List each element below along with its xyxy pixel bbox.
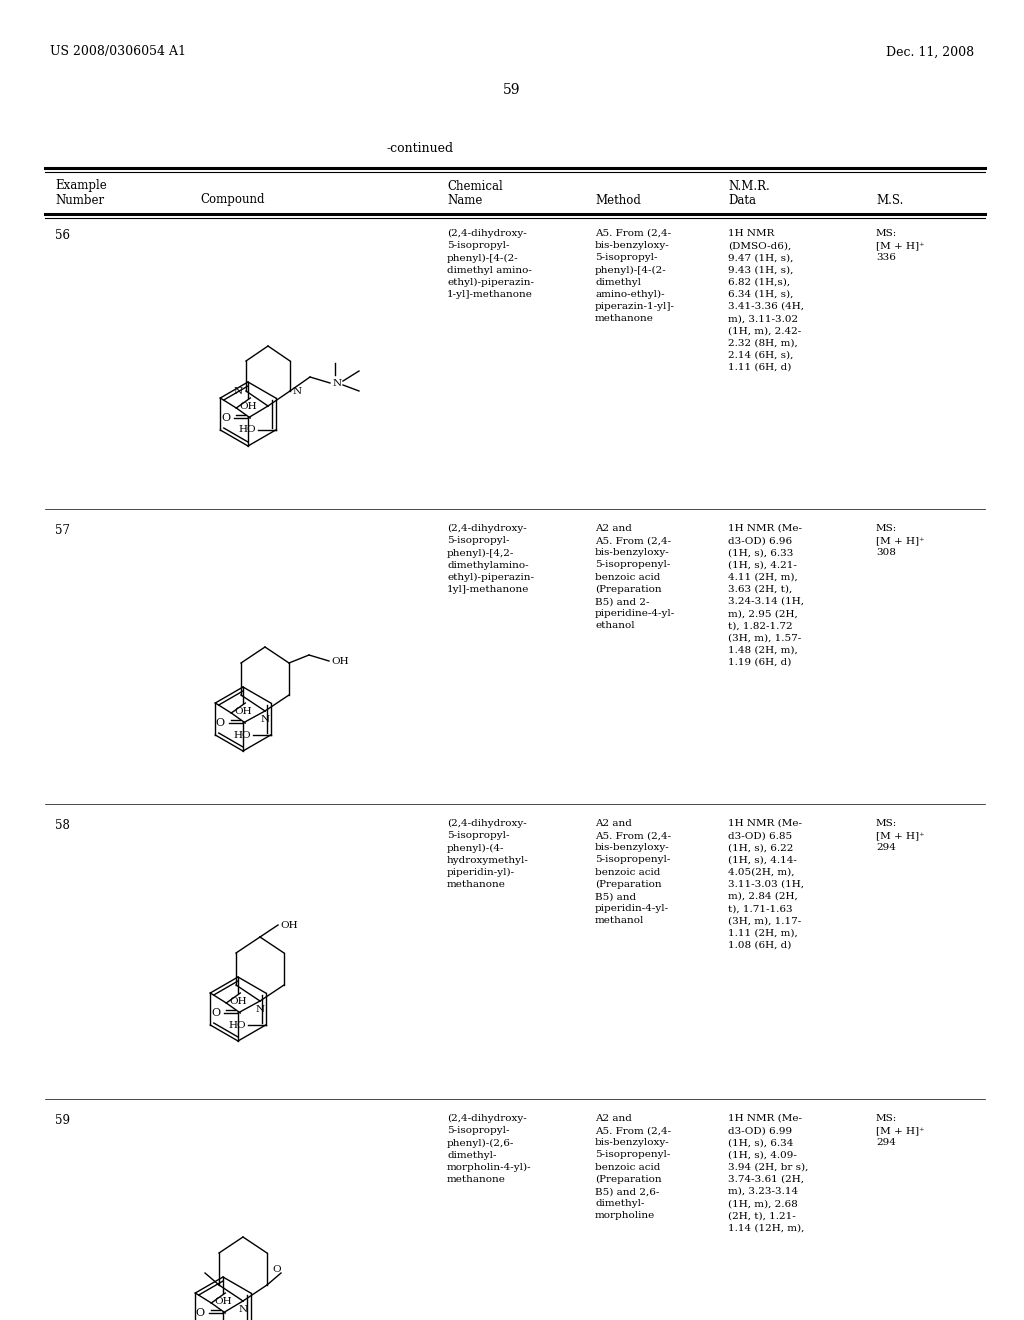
Text: N: N — [293, 387, 302, 396]
Text: A2 and
A5. From (2,4-
bis-benzyloxy-
5-isopropenyl-
benzoic acid
(Preparation
B5: A2 and A5. From (2,4- bis-benzyloxy- 5-i… — [595, 818, 671, 925]
Text: N: N — [333, 379, 342, 388]
Text: O: O — [196, 1308, 205, 1317]
Text: OH: OH — [229, 997, 247, 1006]
Text: A2 and
A5. From (2,4-
bis-benzyloxy-
5-isopropenyl-
benzoic acid
(Preparation
B5: A2 and A5. From (2,4- bis-benzyloxy- 5-i… — [595, 1114, 671, 1221]
Text: N.M.R.: N.M.R. — [728, 180, 770, 193]
Text: 57: 57 — [55, 524, 70, 537]
Text: A2 and
A5. From (2,4-
bis-benzyloxy-
5-isopropenyl-
benzoic acid
(Preparation
B5: A2 and A5. From (2,4- bis-benzyloxy- 5-i… — [595, 524, 675, 631]
Text: Chemical: Chemical — [447, 180, 503, 193]
Text: 59: 59 — [503, 83, 521, 96]
Text: N: N — [255, 1005, 264, 1014]
Text: OH: OH — [214, 1298, 231, 1305]
Text: Example: Example — [55, 180, 106, 193]
Text: HO: HO — [228, 1020, 246, 1030]
Text: (2,4-dihydroxy-
5-isopropyl-
phenyl)-[4,2-
dimethylamino-
ethyl)-piperazin-
1yl]: (2,4-dihydroxy- 5-isopropyl- phenyl)-[4,… — [447, 524, 534, 594]
Text: 1H NMR (Me-
d3-OD) 6.99
(1H, s), 6.34
(1H, s), 4.09-
3.94 (2H, br s),
3.74-3.61 : 1H NMR (Me- d3-OD) 6.99 (1H, s), 6.34 (1… — [728, 1114, 808, 1233]
Text: 59: 59 — [55, 1114, 70, 1127]
Text: (2,4-dihydroxy-
5-isopropyl-
phenyl)-(2,6-
dimethyl-
morpholin-4-yl)-
methanone: (2,4-dihydroxy- 5-isopropyl- phenyl)-(2,… — [447, 1114, 531, 1184]
Text: US 2008/0306054 A1: US 2008/0306054 A1 — [50, 45, 186, 58]
Text: HO: HO — [239, 425, 256, 434]
Text: Name: Name — [447, 194, 482, 206]
Text: OH: OH — [234, 708, 252, 715]
Text: Compound: Compound — [200, 194, 264, 206]
Text: A5. From (2,4-
bis-benzyloxy-
5-isopropyl-
phenyl)-[4-(2-
dimethyl
amino-ethyl)-: A5. From (2,4- bis-benzyloxy- 5-isopropy… — [595, 228, 675, 323]
Text: 1H NMR (Me-
d3-OD) 6.96
(1H, s), 6.33
(1H, s), 4.21-
4.11 (2H, m),
3.63 (2H, t),: 1H NMR (Me- d3-OD) 6.96 (1H, s), 6.33 (1… — [728, 524, 804, 667]
Text: OH: OH — [240, 403, 257, 411]
Text: 1H NMR
(DMSO-d6),
9.47 (1H, s),
9.43 (1H, s),
6.82 (1H,s),
6.34 (1H, s),
3.41-3.: 1H NMR (DMSO-d6), 9.47 (1H, s), 9.43 (1H… — [728, 228, 804, 372]
Text: MS:
[M + H]⁺
294: MS: [M + H]⁺ 294 — [876, 818, 925, 853]
Text: Method: Method — [595, 194, 641, 206]
Text: MS:
[M + H]⁺
336: MS: [M + H]⁺ 336 — [876, 228, 925, 263]
Text: (2,4-dihydroxy-
5-isopropyl-
phenyl)-(4-
hydroxymethyl-
piperidin-yl)-
methanone: (2,4-dihydroxy- 5-isopropyl- phenyl)-(4-… — [447, 818, 528, 890]
Text: O: O — [211, 1008, 220, 1018]
Text: 1H NMR (Me-
d3-OD) 6.85
(1H, s), 6.22
(1H, s), 4.14-
4.05(2H, m),
3.11-3.03 (1H,: 1H NMR (Me- d3-OD) 6.85 (1H, s), 6.22 (1… — [728, 818, 804, 949]
Text: Number: Number — [55, 194, 104, 206]
Text: O: O — [216, 718, 225, 729]
Text: M.S.: M.S. — [876, 194, 903, 206]
Text: N: N — [239, 1305, 248, 1313]
Text: O: O — [272, 1265, 281, 1274]
Text: Data: Data — [728, 194, 756, 206]
Text: OH: OH — [331, 656, 348, 665]
Text: MS:
[M + H]⁺
294: MS: [M + H]⁺ 294 — [876, 1114, 925, 1147]
Text: Dec. 11, 2008: Dec. 11, 2008 — [886, 45, 974, 58]
Text: O: O — [221, 413, 230, 422]
Text: OH: OH — [280, 920, 298, 929]
Text: N: N — [233, 387, 243, 396]
Text: (2,4-dihydroxy-
5-isopropyl-
phenyl)-[4-(2-
dimethyl amino-
ethyl)-piperazin-
1-: (2,4-dihydroxy- 5-isopropyl- phenyl)-[4-… — [447, 228, 534, 300]
Text: MS:
[M + H]⁺
308: MS: [M + H]⁺ 308 — [876, 524, 925, 557]
Text: 58: 58 — [55, 818, 70, 832]
Text: 56: 56 — [55, 228, 70, 242]
Text: -continued: -continued — [386, 141, 454, 154]
Text: HO: HO — [233, 730, 251, 739]
Text: N: N — [260, 715, 269, 723]
